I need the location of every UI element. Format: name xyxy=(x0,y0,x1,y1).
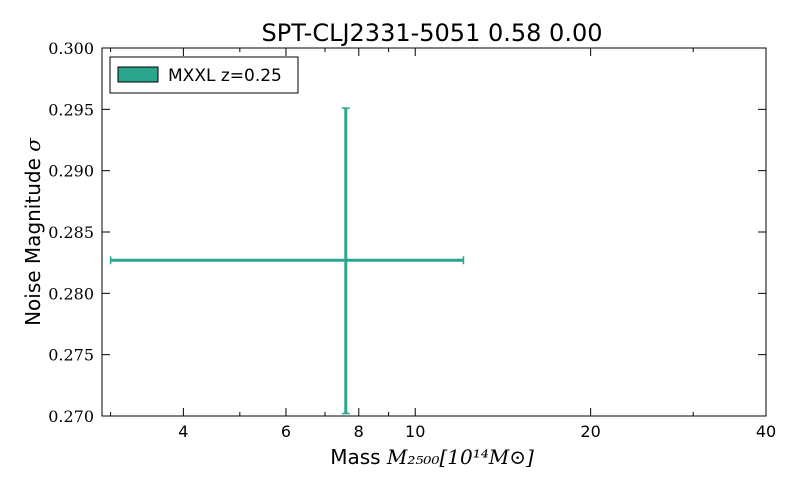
y-tick-label: 0.290 xyxy=(48,162,94,181)
legend-swatch xyxy=(117,66,159,83)
y-axis-label-math: σ xyxy=(21,137,45,152)
y-tick-label: 0.285 xyxy=(48,223,94,242)
y-tick-label: 0.270 xyxy=(48,407,94,426)
legend-label: MXXL z=0.25 xyxy=(168,66,282,86)
x-tick-label: 8 xyxy=(354,422,364,441)
x-axis-label-text: Mass xyxy=(330,445,387,469)
x-axis-label: Mass M₂₅₀₀[10¹⁴M⊙] xyxy=(330,445,534,469)
x-axis-label-math: M₂₅₀₀[10¹⁴M⊙] xyxy=(386,445,534,469)
legend: MXXL z=0.25 xyxy=(109,56,299,94)
x-tick-label: 4 xyxy=(178,422,188,441)
x-tick-label: 10 xyxy=(405,422,425,441)
plot-area: 0.270 0.275 0.280 0.285 0.290 0.295 0.300 4 6 8 10… xyxy=(48,39,776,441)
y-tick-label: 0.300 xyxy=(48,39,94,58)
y-tick-label: 0.280 xyxy=(48,284,94,303)
x-tick-label: 20 xyxy=(580,422,600,441)
axes-frame xyxy=(101,47,767,417)
y-tick-label: 0.295 xyxy=(48,100,94,119)
x-tick-label: 6 xyxy=(281,422,291,441)
y-axis-label-text: Noise Magnitude xyxy=(21,152,45,326)
y-tick-label: 0.275 xyxy=(48,346,94,365)
chart-title: SPT-CLJ2331-5051 0.58 0.00 xyxy=(262,19,603,47)
x-tick-label: 40 xyxy=(756,422,776,441)
legend-frame xyxy=(109,56,299,94)
y-axis-label: Noise Magnitude σ xyxy=(21,137,45,326)
